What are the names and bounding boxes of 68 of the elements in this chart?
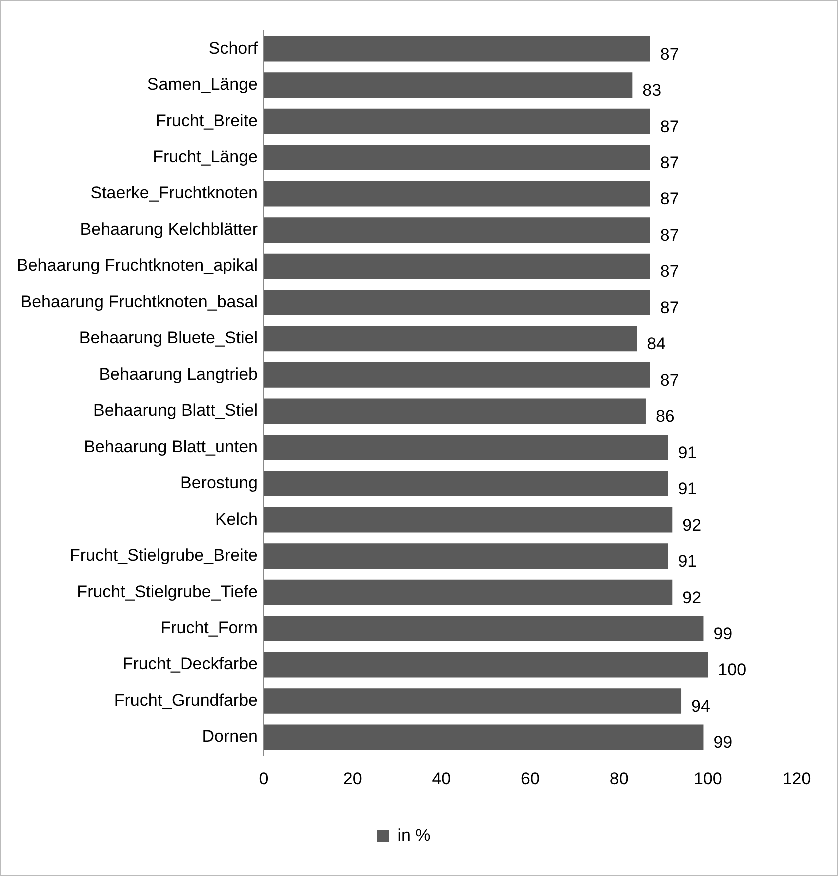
data-label: 87: [660, 153, 680, 172]
data-label: 91: [678, 552, 698, 572]
x-tick-label: 80: [610, 769, 629, 788]
data-label: 87: [660, 117, 680, 136]
legend-label: in %: [398, 826, 431, 846]
data-label: 91: [678, 480, 698, 499]
y-tick-label: Schorf: [208, 38, 258, 58]
bar: [264, 652, 708, 678]
data-label: 91: [678, 443, 698, 462]
bar: [264, 108, 650, 134]
bar: [264, 616, 704, 642]
bar: [264, 580, 673, 606]
x-tick-label: 40: [432, 769, 452, 788]
data-label: 84: [647, 334, 666, 354]
data-label: 83: [642, 81, 662, 100]
y-tick-label: Staerke_Fruchtknoten: [90, 184, 258, 203]
bar: [264, 254, 650, 280]
y-tick-label: Behaarung Fruchtknoten_apikal: [16, 256, 258, 276]
bar: [264, 181, 650, 207]
bar: [264, 72, 633, 98]
y-tick-label: Behaarung Langtrieb: [99, 364, 258, 384]
x-tick-label: 20: [343, 769, 362, 788]
bar: [264, 326, 638, 352]
x-tick-label: 60: [521, 769, 540, 788]
y-tick-label: Behaarung Blatt_Stiel: [94, 401, 258, 420]
y-tick-label: Kelch: [215, 510, 258, 529]
data-label: 100: [718, 660, 747, 680]
x-tick-label: 120: [782, 769, 812, 788]
y-tick-label: Behaarung Bluete_Stiel: [79, 328, 258, 348]
y-tick-label: Frucht_Länge: [153, 147, 258, 166]
y-tick-label: Behaarung Fruchtknoten_basal: [20, 292, 258, 312]
data-label: 87: [660, 370, 680, 390]
bar: [264, 434, 668, 460]
data-label: 86: [656, 407, 675, 426]
y-tick-label: Samen_Länge: [147, 75, 258, 94]
data-label: 87: [660, 226, 680, 245]
y-tick-label: Behaarung Blatt_unten: [84, 437, 258, 456]
data-label: 99: [714, 624, 733, 644]
y-tick-label: Frucht_Grundfarbe: [114, 690, 258, 710]
bar: [264, 218, 650, 243]
bar: [264, 471, 668, 497]
y-tick-label: Dornen: [202, 727, 258, 746]
x-tick-label: 0: [259, 769, 269, 788]
y-tick-label: Behaarung Kelchblätter: [80, 220, 258, 239]
data-label: 94: [692, 696, 710, 716]
bar: [264, 36, 650, 62]
y-tick-label: Frucht_Stielgrube_Breite: [70, 546, 258, 566]
bar: [264, 145, 650, 170]
bar: [264, 688, 682, 714]
data-label: 87: [660, 190, 680, 209]
data-label: 87: [660, 298, 680, 318]
data-label: 87: [660, 262, 680, 282]
bar: [264, 724, 704, 750]
data-label: 92: [682, 588, 702, 608]
bar: [264, 398, 646, 424]
data-label: 87: [660, 44, 680, 64]
y-tick-label: Berostung: [180, 474, 258, 493]
x-tick-label: 100: [694, 769, 722, 788]
bar: [264, 290, 650, 316]
bar: [264, 544, 668, 570]
y-tick-label: Frucht_Stielgrube_Tiefe: [77, 582, 258, 602]
y-tick-label: Frucht_Form: [160, 618, 258, 638]
data-label: 99: [714, 733, 733, 752]
data-label: 92: [682, 516, 702, 535]
y-tick-label: Frucht_Deckfarbe: [122, 654, 258, 674]
y-tick-label: Frucht_Breite: [156, 111, 258, 130]
bar: [264, 362, 650, 388]
bar: [264, 507, 673, 533]
